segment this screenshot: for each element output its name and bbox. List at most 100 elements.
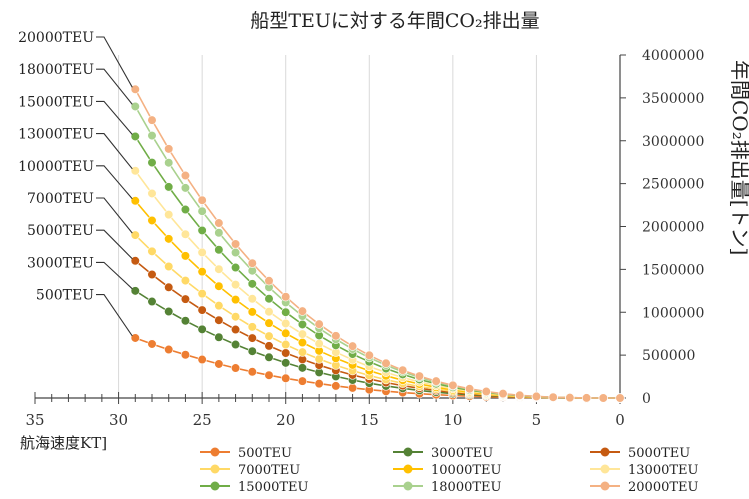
callout-leader bbox=[96, 197, 133, 234]
data-point-3000TEU bbox=[164, 306, 174, 317]
y-tick-labels: 0 500000 1000000 1500000 2000000 2500000 30000… bbox=[642, 48, 704, 407]
data-point-20000TEU bbox=[464, 384, 475, 394]
legend-item: 15000TEU bbox=[200, 480, 309, 495]
data-point-10000TEU bbox=[197, 267, 207, 277]
callout-leader bbox=[96, 100, 133, 135]
data-point-20000TEU bbox=[565, 393, 575, 403]
data-point-13000TEU bbox=[297, 329, 308, 339]
x-tick-label: 30 bbox=[109, 411, 128, 429]
data-point-13000TEU bbox=[230, 280, 241, 290]
data-point-20000TEU bbox=[130, 84, 140, 94]
data-point-18000TEU bbox=[230, 247, 241, 258]
data-point-500TEU bbox=[214, 359, 224, 369]
data-point-500TEU bbox=[331, 381, 341, 391]
series-lines bbox=[134, 88, 620, 399]
gridlines bbox=[118, 55, 537, 398]
y-tick-label: 4000000 bbox=[642, 48, 704, 64]
data-point-20000TEU bbox=[331, 331, 341, 341]
callout-label: 15000TEU bbox=[18, 94, 94, 110]
data-point-500TEU bbox=[147, 339, 157, 349]
callout-leader bbox=[96, 229, 133, 260]
legend-label: 5000TEU bbox=[628, 446, 690, 461]
legend-label: 10000TEU bbox=[431, 463, 502, 478]
data-point-500TEU bbox=[164, 344, 174, 355]
data-point-10000TEU bbox=[264, 318, 274, 328]
data-point-20000TEU bbox=[531, 391, 542, 402]
data-point-20000TEU bbox=[214, 218, 224, 228]
callout-label: 500TEU bbox=[36, 288, 94, 304]
data-point-18000TEU bbox=[164, 158, 174, 168]
data-point-15000TEU bbox=[197, 225, 207, 236]
data-point-7000TEU bbox=[197, 289, 207, 299]
x-tick-label: 10 bbox=[443, 411, 462, 429]
axes bbox=[34, 54, 626, 404]
data-point-15000TEU bbox=[247, 279, 257, 289]
data-point-20000TEU bbox=[347, 341, 358, 351]
data-point-20000TEU bbox=[147, 115, 157, 125]
callout-labels: 20000TEU 18000TEU 15000TEU 13000TEU 10000TEU… bbox=[18, 30, 133, 337]
data-point-20000TEU bbox=[598, 393, 608, 403]
data-point-7000TEU bbox=[147, 246, 157, 256]
data-point-13000TEU bbox=[247, 294, 257, 304]
data-point-20000TEU bbox=[548, 392, 558, 402]
data-point-7000TEU bbox=[264, 331, 274, 341]
legend-marker bbox=[403, 447, 413, 457]
data-point-5000TEU bbox=[214, 315, 224, 325]
data-point-20000TEU bbox=[515, 390, 525, 400]
x-tick-label: 0 bbox=[615, 411, 625, 429]
data-point-7000TEU bbox=[281, 339, 291, 350]
y-tick-label: 0 bbox=[642, 391, 651, 407]
data-point-5000TEU bbox=[164, 282, 174, 292]
data-point-3000TEU bbox=[130, 286, 140, 296]
data-point-15000TEU bbox=[214, 245, 224, 255]
data-point-3000TEU bbox=[147, 296, 157, 307]
data-point-20000TEU bbox=[264, 276, 274, 286]
data-point-3000TEU bbox=[180, 316, 191, 326]
chart-title: 船型TEUに対する年間CO₂排出量 bbox=[250, 10, 539, 32]
data-point-5000TEU bbox=[281, 348, 291, 358]
data-point-3000TEU bbox=[230, 339, 241, 350]
y-tick-label: 2000000 bbox=[642, 220, 704, 236]
x-tick-label: 25 bbox=[193, 411, 212, 429]
callout-leader bbox=[96, 165, 133, 200]
data-point-20000TEU bbox=[230, 239, 241, 249]
data-point-15000TEU bbox=[147, 157, 157, 168]
data-point-18000TEU bbox=[197, 206, 207, 216]
data-point-20000TEU bbox=[314, 319, 324, 329]
data-point-15000TEU bbox=[281, 307, 291, 317]
legend-label: 15000TEU bbox=[238, 480, 309, 495]
legend-marker bbox=[600, 447, 610, 457]
data-point-20000TEU bbox=[297, 306, 308, 316]
data-point-500TEU bbox=[247, 367, 257, 377]
legend-marker bbox=[210, 481, 220, 491]
data-point-20000TEU bbox=[247, 258, 257, 268]
legend-item: 10000TEU bbox=[393, 463, 502, 478]
x-axis-label: 航海速度KT] bbox=[20, 434, 107, 452]
y-tick-label: 3000000 bbox=[642, 134, 704, 150]
data-point-500TEU bbox=[264, 370, 274, 380]
data-point-18000TEU bbox=[130, 101, 140, 112]
data-point-20000TEU bbox=[281, 292, 291, 302]
legend-marker bbox=[210, 464, 220, 474]
legend-marker bbox=[600, 481, 610, 491]
data-point-5000TEU bbox=[247, 333, 257, 343]
data-point-20000TEU bbox=[414, 371, 425, 381]
data-point-5000TEU bbox=[180, 294, 191, 304]
data-point-10000TEU bbox=[230, 295, 241, 305]
legend-marker bbox=[600, 464, 610, 474]
series-line-500TEU bbox=[135, 337, 620, 399]
data-point-10000TEU bbox=[281, 328, 291, 338]
data-point-3000TEU bbox=[264, 352, 274, 362]
data-point-18000TEU bbox=[147, 130, 157, 141]
y-tick-label: 1500000 bbox=[642, 262, 704, 278]
data-point-500TEU bbox=[180, 350, 191, 360]
x-tick-labels: 35 30 25 20 15 10 5 0 bbox=[25, 411, 624, 429]
data-point-13000TEU bbox=[264, 307, 274, 317]
data-point-13000TEU bbox=[197, 247, 207, 258]
data-point-500TEU bbox=[130, 333, 140, 343]
data-point-500TEU bbox=[297, 376, 308, 386]
data-point-10000TEU bbox=[130, 196, 140, 206]
legend-item: 5000TEU bbox=[590, 446, 690, 461]
data-point-500TEU bbox=[347, 383, 358, 393]
